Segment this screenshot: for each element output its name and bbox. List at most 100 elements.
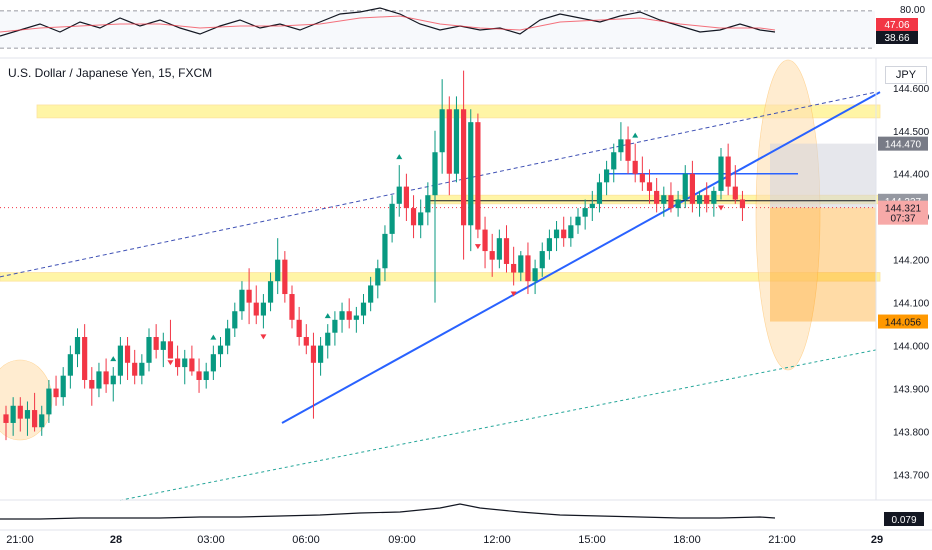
target-box xyxy=(770,207,876,322)
candle-body xyxy=(3,414,9,423)
candle-body xyxy=(675,199,681,209)
candle-body xyxy=(339,311,345,320)
candle-body xyxy=(318,345,324,363)
candle-body xyxy=(96,371,102,389)
candle-body xyxy=(67,354,73,376)
candle-body xyxy=(110,375,116,385)
price-tick-label: 143.900 xyxy=(893,385,930,396)
candle-body xyxy=(482,229,488,252)
candle-body xyxy=(139,362,145,376)
candle-body xyxy=(711,190,717,204)
bottom-indicator-value: 0.079 xyxy=(891,515,916,526)
time-tick-label: 21:00 xyxy=(768,534,796,546)
candle-body xyxy=(246,289,252,303)
candle-body xyxy=(725,156,731,187)
price-tick-label: 143.800 xyxy=(893,428,930,439)
candle-body xyxy=(639,173,645,183)
highlight-ellipse-right xyxy=(755,59,821,371)
candle-body xyxy=(282,259,288,295)
candle-body xyxy=(396,186,402,204)
candle-body xyxy=(217,345,224,355)
candle-body xyxy=(696,195,703,204)
time-tick-label: 28 xyxy=(110,534,122,546)
candle-body xyxy=(546,238,552,252)
candle-body xyxy=(368,285,374,303)
signal-arrow-down xyxy=(718,205,724,211)
candle-body xyxy=(117,345,123,376)
candle-body xyxy=(232,311,238,329)
candle-body xyxy=(182,358,188,368)
candle-body xyxy=(160,341,166,350)
time-tick-label: 18:00 xyxy=(673,534,701,546)
candle-body xyxy=(46,388,52,415)
candle-body xyxy=(346,311,352,320)
candle-body xyxy=(353,315,359,320)
candle-body xyxy=(239,289,245,312)
candle-body xyxy=(589,203,595,209)
candle-body xyxy=(153,337,159,350)
signal-arrow-up xyxy=(110,356,117,362)
channel-line-lower xyxy=(119,349,877,501)
candle-body xyxy=(410,208,417,226)
candle-body xyxy=(267,281,274,303)
price-tick-label: 144.200 xyxy=(893,256,930,267)
oscillator-pane: 80.00 xyxy=(0,5,925,49)
candle-body xyxy=(310,345,317,363)
candle-body xyxy=(518,255,524,273)
candle-body xyxy=(732,186,738,200)
time-tick-label: 21:00 xyxy=(6,534,34,546)
price-badge-label: 144.056 xyxy=(885,318,922,329)
candle-body xyxy=(661,195,667,204)
candle-body xyxy=(360,302,367,316)
osc-tick-80: 80.00 xyxy=(900,5,925,16)
candle-body xyxy=(425,195,431,213)
time-tick-label: 12:00 xyxy=(483,534,511,546)
candle-body xyxy=(225,328,231,346)
candle-body xyxy=(132,362,138,376)
candle-body xyxy=(582,208,588,217)
candle-body xyxy=(561,229,567,239)
candle-body xyxy=(24,410,31,419)
price-tick-label: 143.700 xyxy=(893,471,930,482)
candle-body xyxy=(625,139,631,161)
price-tick-label: 144.100 xyxy=(893,299,930,310)
countdown-label: 07:37 xyxy=(890,214,915,225)
candle-body xyxy=(203,371,209,380)
signal-arrow-up xyxy=(632,132,639,138)
time-axis[interactable]: 21:00 28 03:00 06:00 09:00 12:00 15:00 18:00 21:… xyxy=(6,534,883,546)
candle-body xyxy=(654,190,660,204)
price-badge-label: 144.321 xyxy=(885,204,922,215)
price-badge-3 xyxy=(878,314,928,329)
candle-body xyxy=(575,216,581,226)
candle-body xyxy=(718,156,724,191)
price-badge-2 xyxy=(878,200,928,225)
candle-body xyxy=(10,405,16,423)
signal-arrow-up xyxy=(396,154,403,160)
signal-markers xyxy=(110,132,724,366)
candle-body xyxy=(189,358,195,372)
candle-body xyxy=(739,199,746,209)
candle-body xyxy=(375,268,381,286)
candle-body xyxy=(82,337,88,380)
price-tick-label: 144.600 xyxy=(893,84,930,95)
candle-body xyxy=(289,294,295,320)
candle-body xyxy=(260,302,266,316)
horizontal-zones xyxy=(0,59,881,441)
zone-1 xyxy=(0,272,881,282)
symbol-title[interactable]: U.S. Dollar / Japanese Yen, 15, FXCM xyxy=(8,66,213,80)
currency-label[interactable]: JPY xyxy=(885,66,927,84)
candle-body xyxy=(489,251,495,260)
candle-body xyxy=(689,173,695,204)
candle-body xyxy=(475,122,481,230)
osc-badge-2-text: 38.66 xyxy=(884,33,909,44)
trend-line xyxy=(281,91,881,424)
candle-body xyxy=(682,173,688,200)
signal-arrow-down xyxy=(167,360,174,366)
signal-arrow-up xyxy=(324,313,331,319)
time-tick-label: 15:00 xyxy=(578,534,606,546)
bottom-indicator-badge: 0.079 xyxy=(884,512,924,526)
time-tick-label: 03:00 xyxy=(197,534,225,546)
candle-body xyxy=(175,358,181,368)
candle-body xyxy=(146,337,152,363)
